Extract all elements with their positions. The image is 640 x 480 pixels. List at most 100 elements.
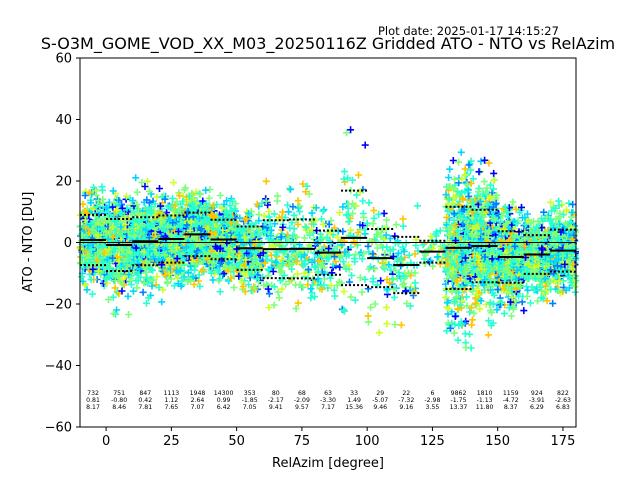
data-point	[98, 183, 106, 191]
data-point	[109, 254, 116, 262]
data-point	[273, 197, 281, 205]
data-point	[155, 284, 163, 291]
data-point	[82, 224, 90, 232]
data-point	[95, 267, 103, 275]
data-point	[131, 232, 139, 240]
data-point	[340, 288, 348, 296]
data-point	[161, 251, 169, 259]
data-point	[484, 331, 492, 339]
data-point	[155, 244, 163, 252]
data-point	[307, 294, 315, 302]
data-point	[255, 211, 263, 219]
data-point	[361, 141, 369, 149]
data-point	[158, 298, 166, 306]
data-point	[365, 199, 373, 207]
data-point	[89, 265, 97, 273]
data-point	[111, 245, 119, 253]
data-point	[358, 288, 366, 296]
data-point	[520, 307, 528, 315]
data-point	[156, 185, 163, 192]
data-point	[149, 276, 157, 284]
data-point	[159, 286, 167, 294]
data-point	[369, 220, 377, 228]
data-point	[153, 273, 161, 280]
data-point	[81, 216, 89, 224]
data-point	[524, 286, 532, 294]
data-point	[118, 247, 126, 255]
data-point	[135, 256, 143, 263]
data-point	[113, 253, 121, 261]
data-point	[141, 183, 149, 190]
data-point	[434, 253, 442, 261]
data-point	[168, 247, 176, 255]
data-point	[109, 223, 117, 231]
data-point	[93, 203, 101, 211]
data-point	[95, 242, 103, 250]
data-point	[375, 210, 383, 218]
data-point	[124, 228, 132, 236]
data-point	[142, 226, 150, 234]
data-point	[285, 184, 293, 192]
data-point	[190, 281, 198, 288]
data-point	[175, 228, 182, 236]
data-point	[88, 290, 96, 298]
data-point	[144, 177, 152, 185]
data-point	[143, 216, 151, 224]
data-point	[275, 294, 283, 302]
data-point	[89, 226, 96, 234]
data-point	[113, 206, 121, 214]
data-point	[104, 235, 112, 243]
data-point	[148, 203, 155, 211]
data-point	[129, 223, 137, 231]
data-point	[127, 275, 135, 282]
data-point	[391, 321, 399, 328]
data-point	[402, 239, 410, 247]
data-point	[370, 214, 378, 222]
data-point	[144, 206, 151, 214]
data-point	[341, 168, 348, 176]
data-point	[106, 265, 114, 273]
data-point	[397, 321, 405, 329]
data-point	[449, 157, 457, 164]
data-point	[480, 178, 488, 186]
data-point	[132, 174, 140, 182]
data-point	[155, 203, 163, 211]
data-point	[230, 284, 238, 292]
data-point	[143, 258, 151, 266]
data-point	[411, 279, 419, 287]
data-point	[360, 214, 368, 221]
data-point	[466, 330, 474, 338]
data-point	[414, 202, 421, 210]
data-point	[392, 221, 400, 229]
data-point	[136, 229, 144, 236]
data-point	[355, 171, 362, 179]
plot-date: Plot date: 2025-01-17 14:15:27	[378, 24, 559, 38]
data-point	[450, 329, 458, 337]
data-point	[111, 284, 119, 292]
data-point	[109, 293, 117, 301]
data-point	[296, 208, 304, 216]
data-point	[79, 200, 87, 208]
data-point	[168, 231, 176, 239]
data-point	[85, 228, 93, 236]
data-point	[380, 209, 388, 217]
data-point	[151, 200, 159, 208]
data-point	[389, 275, 397, 283]
data-point	[87, 276, 95, 284]
data-point	[175, 248, 183, 256]
data-point	[111, 227, 119, 235]
data-point	[176, 205, 184, 213]
data-point	[468, 316, 476, 324]
data-point	[93, 256, 101, 264]
data-point	[110, 310, 118, 317]
data-point	[467, 344, 475, 352]
data-point	[174, 209, 182, 217]
data-point	[105, 296, 112, 304]
data-point	[165, 270, 173, 278]
data-point	[265, 290, 273, 298]
data-point	[129, 287, 137, 295]
data-point	[86, 246, 94, 254]
data-point	[173, 266, 180, 274]
data-point	[367, 303, 375, 311]
data-point	[178, 274, 186, 282]
